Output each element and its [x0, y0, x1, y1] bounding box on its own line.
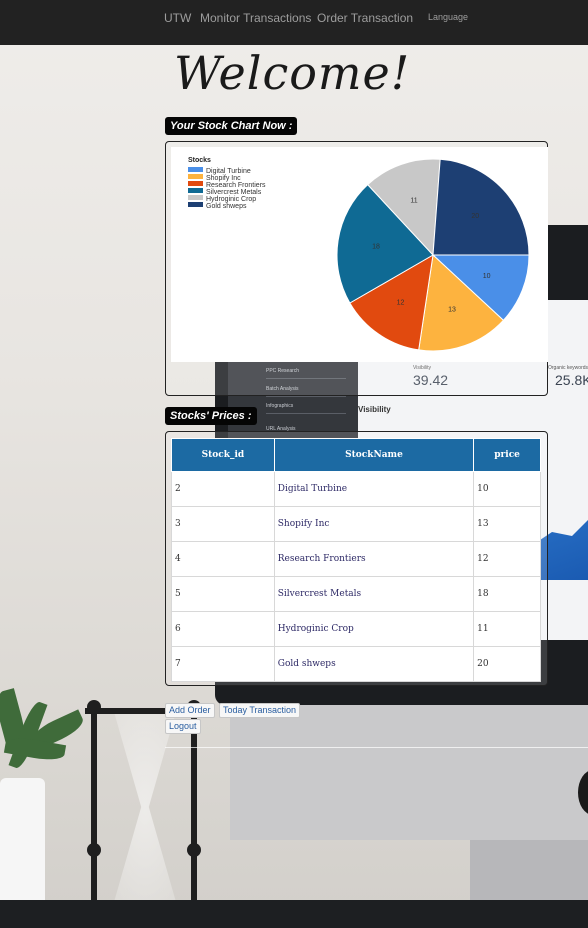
background-hourglass-post: [91, 708, 97, 900]
background-hourglass: [85, 700, 205, 900]
background-visibility-chart-label: Visibility: [358, 405, 391, 414]
legend-swatch: [188, 174, 203, 179]
background-hourglass-post: [191, 708, 197, 900]
legend-item: Gold shweps: [188, 202, 247, 210]
pie-chart: 10 13 12 18 11 20: [336, 158, 530, 352]
column-header-price: price: [473, 438, 541, 472]
background-menu-item: URL Analysis: [266, 426, 296, 432]
background-menu-item: PPC Research: [266, 368, 300, 374]
legend-swatch: [188, 167, 203, 172]
table-row: 5 Silvercrest Metals 18: [171, 576, 541, 612]
table-row: 4 Research Frontiers 12: [171, 541, 541, 577]
legend-label: Research Frontiers: [206, 182, 266, 189]
nav-language-dropdown[interactable]: Language: [428, 12, 469, 22]
background-divider: [266, 378, 346, 379]
background-menu-item: Batch Analysis: [266, 386, 299, 392]
cell-stock-name: Research Frontiers: [273, 541, 475, 577]
cell-stock-id: 3: [171, 506, 275, 542]
background-organic-label: Organic keywords: [548, 365, 588, 371]
background-menu-item: Infographics: [266, 403, 294, 409]
pie-slice-label: 10: [483, 273, 491, 280]
legend-label: Hydroginic Crop: [206, 196, 257, 203]
footer-divider: [165, 747, 588, 748]
legend-item: Digital Turbine: [188, 167, 251, 175]
cell-stock-name: Digital Turbine: [273, 471, 475, 507]
background-organic-value: 25.8K: [555, 372, 588, 388]
nav-order-transaction[interactable]: Order Transaction: [317, 11, 414, 25]
cell-price: 18: [473, 576, 541, 612]
legend-label: Silvercrest Metals: [206, 189, 262, 196]
background-visibility-label: Visibility: [413, 365, 431, 371]
background-hourglass-glass: [114, 714, 176, 900]
legend-label: Digital Turbine: [206, 168, 251, 175]
add-order-button[interactable]: Add Order: [165, 703, 215, 718]
legend-label: Gold shweps: [206, 203, 247, 210]
cell-stock-id: 4: [171, 541, 275, 577]
legend-title: Stocks: [188, 157, 211, 164]
chart-section-label: Your Stock Chart Now :: [165, 117, 298, 135]
table-header-row: Stock_id StockName price: [171, 438, 541, 472]
pie-slice: [336, 183, 434, 304]
pie-slice: [349, 254, 434, 351]
pie-slice-label: 12: [397, 300, 405, 307]
background-divider: [266, 396, 346, 397]
legend-swatch: [188, 195, 203, 200]
pie-slice-label: 11: [410, 198, 417, 205]
cell-stock-name: Silvercrest Metals: [273, 576, 475, 612]
background-monitor-base: [230, 705, 588, 840]
legend-item: Research Frontiers: [188, 181, 266, 189]
background-hourglass-knob: [187, 843, 201, 857]
background-monitor-stand: [470, 840, 588, 910]
cell-price: 12: [473, 541, 541, 577]
cell-stock-id: 2: [171, 471, 275, 507]
pie-slice: [432, 158, 530, 256]
column-header-stock-name: StockName: [273, 438, 475, 472]
table-row: 7 Gold shweps 20: [171, 646, 541, 682]
background-hourglass-knob: [87, 700, 101, 714]
pie-slice: [418, 253, 505, 352]
legend-item: Hydroginic Crop: [188, 195, 257, 203]
cell-price: 11: [473, 611, 541, 647]
table-row: 3 Shopify Inc 13: [171, 506, 541, 542]
cell-stock-name: Hydroginic Crop: [273, 611, 475, 647]
pie-slice: [366, 158, 441, 257]
cell-stock-name: Gold shweps: [273, 646, 475, 682]
table-row: 6 Hydroginic Crop 11: [171, 611, 541, 647]
cell-price: 20: [473, 646, 541, 682]
nav-monitor-transactions[interactable]: Monitor Transactions: [200, 11, 312, 25]
legend-label: Shopify Inc: [206, 175, 241, 182]
table-row: 2 Digital Turbine 10: [171, 471, 541, 507]
nav-brand[interactable]: UTW: [164, 11, 192, 25]
logout-button[interactable]: Logout: [165, 719, 201, 734]
background-object: [578, 770, 588, 815]
column-header-stock-id: Stock_id: [171, 438, 275, 472]
page-title: Welcome!: [174, 46, 411, 100]
cell-stock-id: 5: [171, 576, 275, 612]
today-transaction-button[interactable]: Today Transaction: [219, 703, 301, 718]
cell-price: 10: [473, 471, 541, 507]
background-hourglass-knob: [87, 843, 101, 857]
pie-slice-label: 18: [372, 243, 380, 250]
legend-swatch: [188, 202, 203, 207]
cell-stock-id: 6: [171, 611, 275, 647]
background-hourglass-bar: [85, 708, 205, 714]
cell-price: 13: [473, 506, 541, 542]
legend-item: Silvercrest Metals: [188, 188, 262, 196]
cell-stock-id: 7: [171, 646, 275, 682]
pie-slice-label: 13: [448, 306, 456, 313]
prices-section-label: Stocks' Prices :: [165, 407, 257, 425]
legend-swatch: [188, 181, 203, 186]
background-divider: [266, 413, 346, 414]
pie-slice-label: 20: [471, 213, 479, 220]
background-plant-pot: [0, 778, 45, 900]
navbar: UTW Monitor Transactions Order Transacti…: [0, 0, 588, 45]
legend-swatch: [188, 188, 203, 193]
legend-item: Shopify Inc: [188, 174, 241, 182]
stock-chart: Stocks Digital Turbine Shopify Inc Researc…: [171, 147, 548, 362]
background-desk-edge: [0, 900, 588, 928]
prices-table: Stock_id StockName price 2 Digital Turbi…: [171, 438, 541, 682]
background-visibility-value: 39.42: [413, 372, 449, 388]
pie-slice: [431, 254, 530, 322]
cell-stock-name: Shopify Inc: [273, 506, 475, 542]
